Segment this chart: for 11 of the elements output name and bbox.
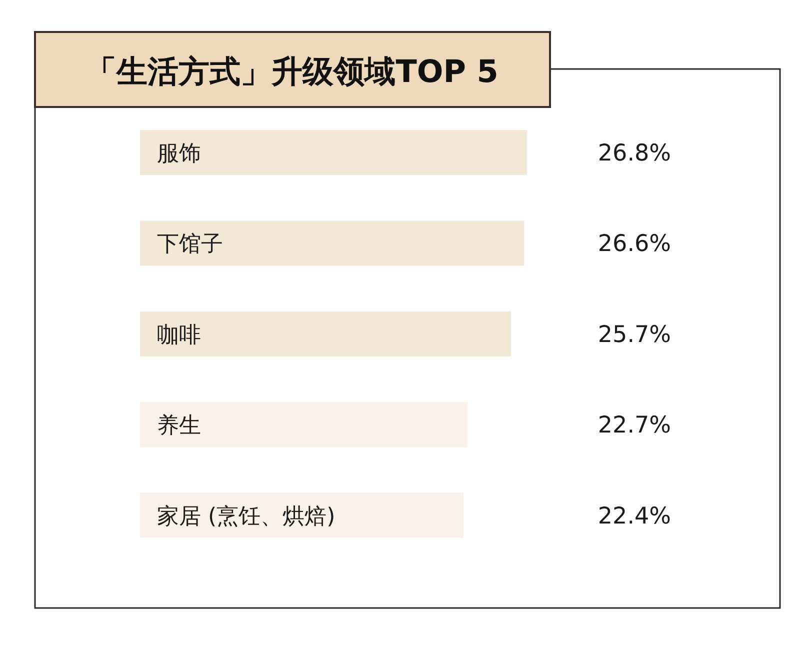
y-tick-label: 咖啡 (157, 322, 201, 348)
data-label: 26.6% (598, 231, 671, 258)
chart-title: 「生活方式」升级领域TOP 5 (86, 54, 498, 90)
y-tick-label: 养生 (157, 414, 201, 439)
data-label: 22.7% (598, 412, 671, 439)
data-label: 22.4% (598, 503, 671, 530)
y-tick-label: 服饰 (157, 142, 201, 166)
y-tick-label: 家居 (烹饪、烘焙) (157, 504, 336, 530)
data-label: 26.8% (598, 140, 671, 166)
y-tick-label: 下馆子 (157, 232, 223, 258)
data-label: 25.7% (598, 322, 671, 348)
